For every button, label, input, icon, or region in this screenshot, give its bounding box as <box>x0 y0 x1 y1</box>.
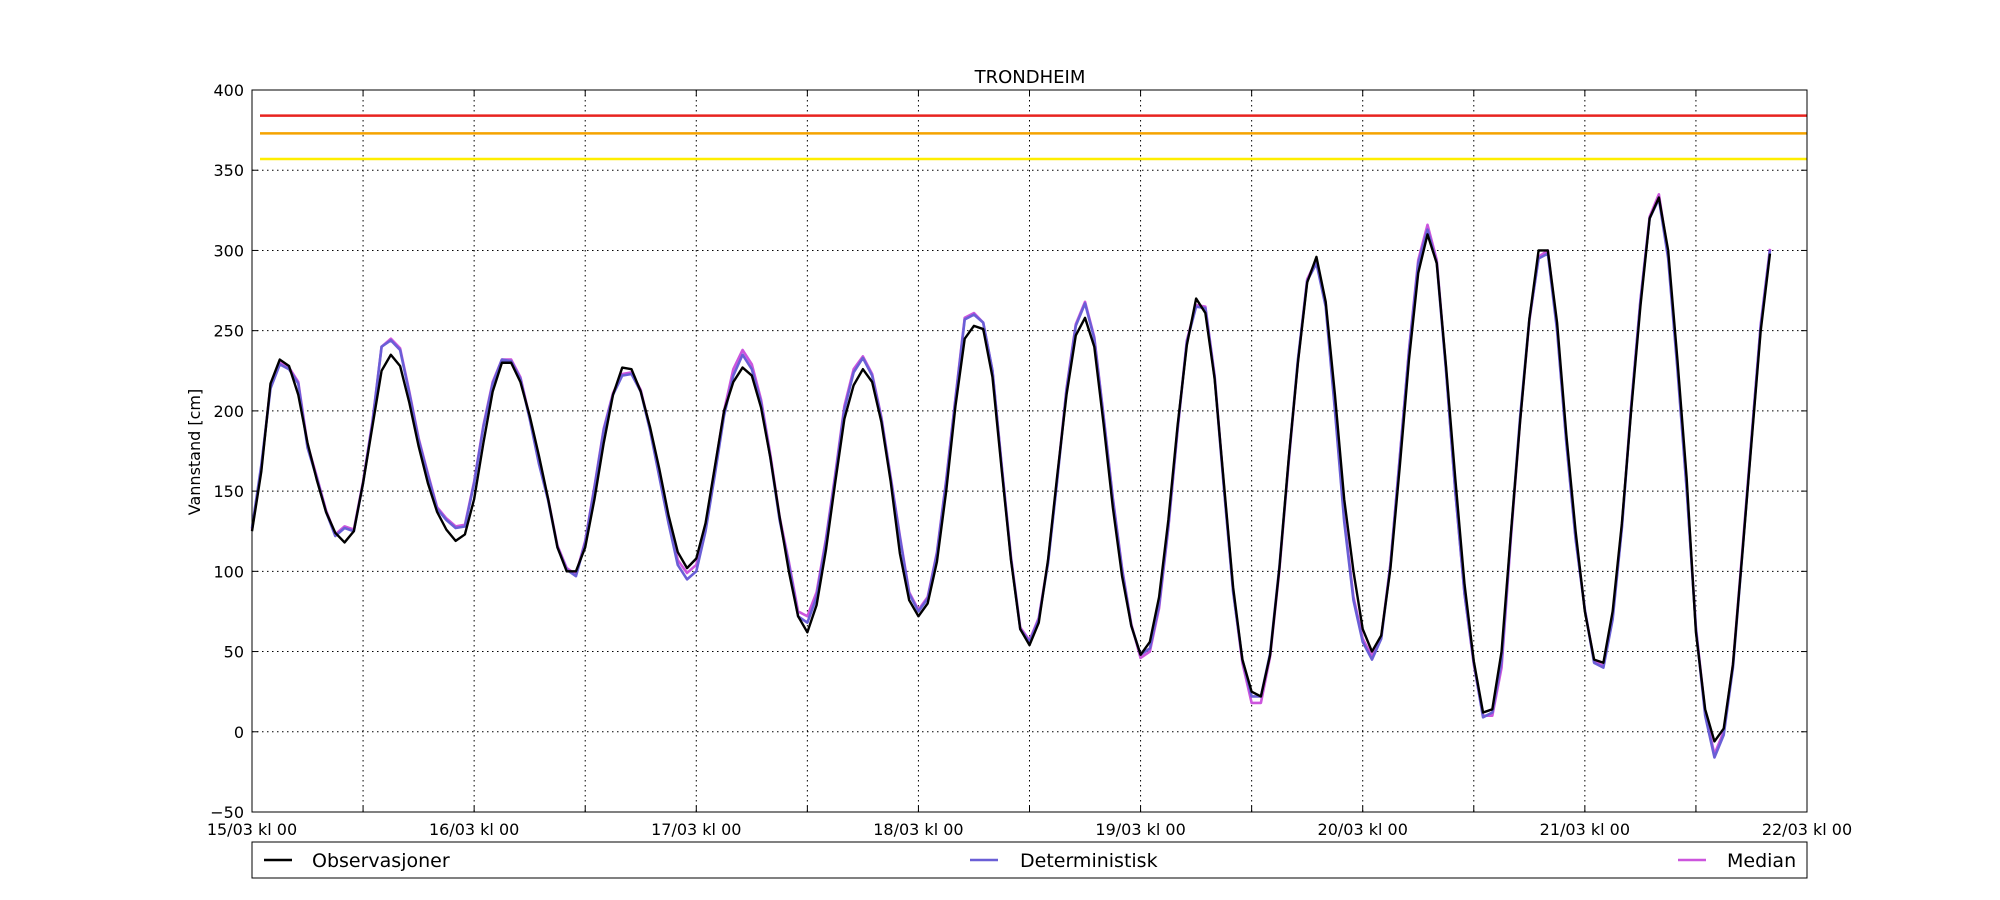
x-tick-label: 16/03 kl 00 <box>429 820 519 839</box>
y-tick-label: 50 <box>224 643 244 662</box>
y-tick-label: 250 <box>213 322 244 341</box>
legend-label-median: Median <box>1727 850 1796 872</box>
x-tick-label: 18/03 kl 00 <box>873 820 963 839</box>
legend: Observasjoner Deterministisk Median <box>251 841 1808 879</box>
series-line-observasjoner <box>250 196 1772 743</box>
chart-title: TRONDHEIM <box>974 67 1086 88</box>
x-tick-label: 22/03 kl 00 <box>1762 820 1852 839</box>
y-tick-label: −50 <box>210 803 244 822</box>
y-tick-label: 150 <box>213 482 244 501</box>
legend-box <box>251 841 1808 879</box>
y-tick-label: 400 <box>213 81 244 100</box>
x-tick-label: 20/03 kl 00 <box>1318 820 1408 839</box>
y-tick-label: 200 <box>213 402 244 421</box>
y-tick-label: 0 <box>234 723 244 742</box>
legend-label-observasjoner: Observasjoner <box>312 850 450 872</box>
x-tick-label: 19/03 kl 00 <box>1095 820 1185 839</box>
threshold-lines <box>260 114 1807 161</box>
series-lines <box>250 192 1772 759</box>
y-tick-label: 100 <box>213 562 244 581</box>
y-tick-label: 300 <box>213 241 244 260</box>
y-axis-label: Vannstand [cm] <box>185 389 204 515</box>
x-tick-label: 21/03 kl 00 <box>1540 820 1630 839</box>
legend-label-deterministisk: Deterministisk <box>1020 850 1158 872</box>
y-tick-label: 350 <box>213 161 244 180</box>
x-tick-label: 17/03 kl 00 <box>651 820 741 839</box>
x-tick-label: 15/03 kl 00 <box>207 820 297 839</box>
axis-ticks: −50 0 50 100 150 200 250 300 350 400 15/03 kl 00 16… <box>207 81 1852 839</box>
